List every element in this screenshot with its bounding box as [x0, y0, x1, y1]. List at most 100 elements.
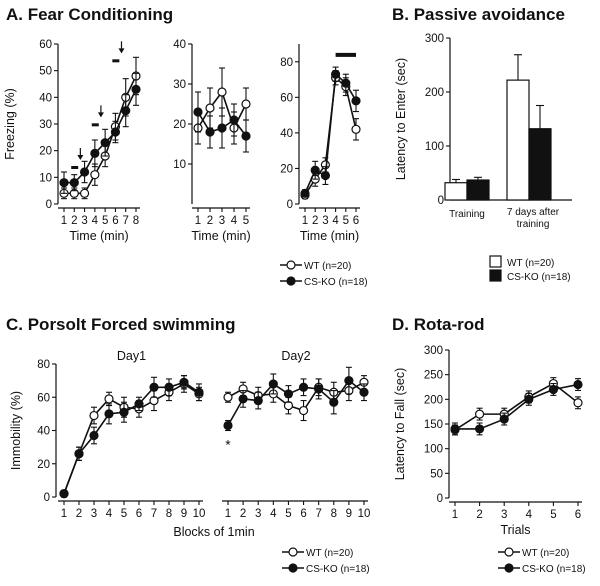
panel-b-legend-wt-label: WT (n=20) [507, 258, 554, 269]
chart-C-day2-wt-line [227, 381, 365, 412]
chart-D-y-tick-label: 0 [437, 493, 443, 505]
chart-A2-x-tick-label: 2 [207, 215, 213, 227]
panel-a-legend-ko-label: CS-KO (n=18) [304, 277, 368, 288]
chart-A1-y-tick-label: 30 [39, 119, 52, 131]
chart-B-y-tick-label: 300 [425, 33, 444, 45]
chart-D-ko-point [524, 394, 534, 404]
chart-A1-ko-point [59, 178, 69, 188]
chart-C-day2-ko-point [283, 389, 294, 399]
chart-A3-x-tick-label: 1 [302, 215, 308, 227]
chart-C-day1-x-tick-label: 10 [193, 508, 206, 520]
chart-D-y-tick-label: 150 [424, 419, 443, 431]
chart-D-wt-line [454, 382, 579, 431]
chart-A1-ko-point [131, 84, 141, 94]
chart-A2-ko-point [193, 107, 203, 117]
chart-A2-x-label: Time (min) [191, 229, 250, 243]
chart-C-day2-ko-point [253, 395, 263, 406]
panel-b-legend-wt-marker [489, 255, 502, 268]
chart-C-day2-ko-point [223, 420, 233, 431]
chart-A3-x-tick-label: 2 [312, 215, 318, 227]
chart-D-y-label: Latency to Fall (sec) [393, 368, 407, 481]
chart-A3-x-label: Time (min) [300, 229, 359, 243]
shock-arrow-head-icon [77, 155, 84, 160]
chart-A1-ko-point [121, 106, 131, 116]
shock-arrow-head-icon [97, 112, 104, 118]
chart-D-x-tick-label: 1 [452, 509, 458, 521]
chart-D-y-tick-label: 200 [424, 394, 443, 406]
panel-d-legend-ko-label: CS-KO (n=18) [522, 564, 586, 575]
chart-C-day2-x-tick-label: 7 [315, 508, 321, 520]
chart-A1-ko-point [90, 148, 100, 158]
chart-A2-wt-point [205, 103, 215, 113]
chart-A1-x-tick-label: 7 [123, 215, 129, 227]
panel-d-title: D. Rota-rod [392, 315, 485, 334]
panel-c-legend-wt-label: WT (n=20) [306, 548, 353, 559]
chart-C-day1-ko-line [63, 381, 200, 494]
chart-C-y-label: Immobility (%) [9, 391, 23, 470]
panel-d-legend-wt-marker [504, 547, 514, 557]
chart-A2-x-tick-label: 4 [231, 215, 238, 227]
chart-D-x-tick-label: 4 [526, 509, 533, 521]
chart-C-y-tick-label: 80 [37, 359, 50, 371]
chart-A2-ko-point [217, 123, 227, 133]
chart-C-day2-x-tick-label: 2 [240, 508, 246, 520]
chart-A3-ko-point [341, 78, 351, 88]
chart-A2-ko-point [241, 131, 251, 141]
chart-D-ko-line [455, 383, 579, 430]
chart-B-bar-wt [444, 182, 468, 201]
chart-A1-ko-point [79, 167, 90, 177]
chart-C-day2-wt-point [223, 392, 233, 402]
chart-C-day2-ko-point [238, 394, 248, 404]
chart-C-day1-x-tick-label: 3 [91, 508, 97, 520]
chart-C-day1-ko-point [149, 382, 159, 392]
chart-C-day1-ko-point [104, 409, 114, 419]
chart-C-day1-ko-point [89, 430, 99, 441]
chart-A2-y-tick-label: 30 [173, 79, 186, 91]
chart-A3-ko-point [300, 188, 310, 198]
chart-C-day2-x-tick-label: 4 [270, 508, 277, 520]
chart-A1-wt-point [79, 188, 90, 198]
panel-d-legend-ko-marker [504, 563, 514, 573]
chart-D-ko-point [450, 424, 460, 434]
chart-B-category-label: Training [449, 209, 485, 220]
chart-C-day2-wt-point [298, 405, 309, 416]
chart-C-day1-ko-point [194, 387, 204, 397]
chart-C-y-tick-label: 0 [44, 492, 50, 504]
chart-C-day2-ko-line [227, 379, 365, 426]
shock-marker [112, 59, 120, 63]
chart-A1-ko-point [69, 178, 79, 188]
chart-C-day2-x-tick-label: 3 [255, 508, 261, 520]
chart-C-day1-wt-point [89, 410, 99, 421]
chart-D-wt-point [475, 409, 485, 419]
chart-A3-y-tick-label: 80 [280, 57, 293, 69]
chart-D-y-tick-label: 250 [424, 370, 443, 382]
chart-B-bar-ko [466, 179, 490, 201]
chart-C-day1-x-tick-label: 9 [181, 508, 187, 520]
panel-c-legend-wt-marker [288, 547, 298, 557]
chart-D-x-tick-label: 3 [501, 509, 507, 521]
chart-C-day1-x-tick-label: 4 [106, 508, 113, 520]
panel-c-legend-ko-marker [288, 563, 298, 573]
chart-D-ko-point [475, 424, 485, 434]
chart-D-x-label: Trials [500, 523, 530, 537]
chart-A3-x-tick-label: 4 [332, 215, 339, 227]
chart-A3-y-tick-label: 60 [280, 92, 293, 104]
significance-star: * [225, 437, 231, 453]
shock-marker [71, 166, 79, 169]
chart-A3-ko-point [320, 170, 330, 181]
chart-A1-y-tick-label: 40 [39, 92, 52, 104]
chart-A3-x-tick-label: 3 [322, 215, 328, 227]
chart-A1-y-tick-label: 20 [39, 146, 52, 158]
chart-A1-x-tick-label: 5 [102, 215, 108, 227]
chart-A1-y-label: Freezing (%) [3, 88, 17, 160]
cs-period-bar [335, 52, 356, 57]
chart-A3-wt-point [351, 124, 361, 134]
chart-A1-x-tick-label: 1 [61, 215, 67, 227]
chart-A2-x-tick-label: 3 [219, 215, 225, 227]
chart-A3-x-tick-label: 6 [353, 215, 359, 227]
chart-C-y-tick-label: 60 [37, 392, 50, 404]
chart-C-day1-x-tick-label: 6 [136, 508, 142, 520]
chart-B-bar-ko [528, 128, 552, 201]
